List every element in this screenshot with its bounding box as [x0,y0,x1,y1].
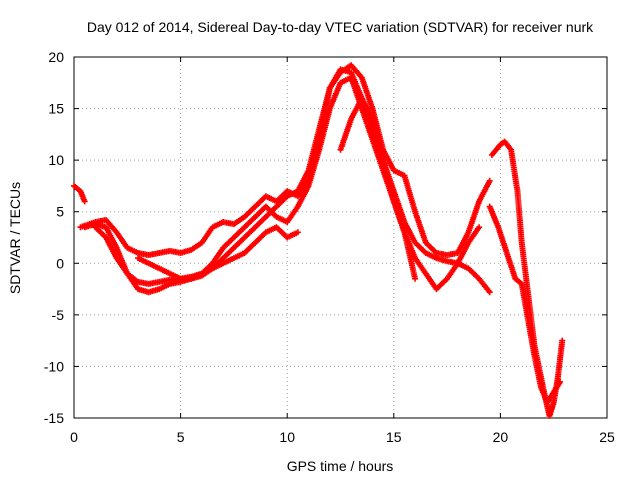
trace-markers [486,203,564,406]
x-tick-label: 5 [177,429,185,445]
x-tick-label: 25 [599,429,615,445]
x-tick-label: 20 [493,429,509,445]
y-tick-label: 0 [56,255,64,271]
series-trace-8 [486,203,564,406]
tick-labels: 0 5 10 15 20 25 -15 -10 -5 0 5 10 15 20 [44,49,615,445]
series-trace-5 [135,224,301,282]
y-tick-label: 10 [48,152,64,168]
series-trace-6 [337,95,419,282]
y-tick-label: -5 [52,307,65,323]
trace-markers [337,95,419,282]
trace-markers [71,182,88,205]
x-axis-label: GPS time / hours [287,458,394,474]
trace-markers [92,66,493,296]
series-trace-1 [71,182,88,205]
y-tick-label: -15 [44,410,64,426]
y-axis-label: SDTVAR / TECUs [7,182,23,294]
plot-frame [73,56,608,419]
x-tick-label: 15 [386,429,402,445]
y-tick-label: 15 [48,101,64,117]
series-trace-3 [92,66,493,296]
trace-markers [488,138,566,419]
x-tick-label: 0 [70,429,78,445]
axes [73,56,608,419]
grid [74,57,607,418]
y-tick-label: 5 [56,204,64,220]
y-tick-label: 20 [48,49,64,65]
data-points [71,62,566,419]
chart-title: Day 012 of 2014, Sidereal Day-to-day VTE… [87,19,594,35]
trace-markers [135,224,301,282]
y-tick-label: -10 [44,358,64,374]
series-trace-7 [488,138,566,419]
x-tick-label: 10 [279,429,295,445]
